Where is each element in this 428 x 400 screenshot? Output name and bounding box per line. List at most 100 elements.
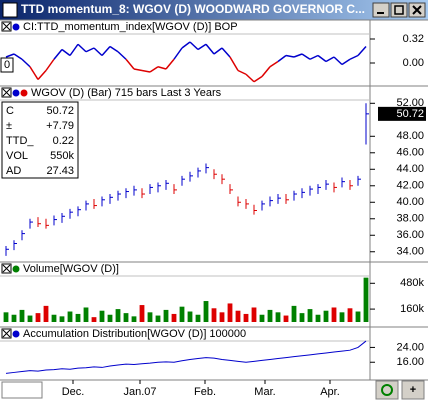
volume-bar (43, 305, 49, 322)
y-tick-label: 16.00 (396, 356, 424, 368)
volume-bar (107, 314, 113, 322)
time-label: Jan.07 (123, 386, 156, 398)
y-tick-label: 160k (400, 303, 424, 315)
info-value: +7.79 (46, 120, 74, 132)
panel-title: WGOV (D) (Bar) 715 bars Last 3 Years (31, 87, 222, 99)
time-label: Mar. (254, 386, 275, 398)
scale-label: 0 (4, 59, 10, 71)
momentum-segment (301, 53, 311, 60)
volume-bar (51, 314, 57, 322)
info-label: TTD_ (6, 135, 34, 147)
volume-bar (363, 277, 369, 322)
momentum-segment (237, 69, 247, 75)
momentum-segment (253, 75, 263, 83)
time-label: Feb. (194, 386, 216, 398)
volume-bar (83, 307, 89, 322)
volume-bar (299, 313, 305, 322)
volume-bar (147, 312, 153, 322)
volume-bar (19, 309, 25, 322)
volume-bar (211, 308, 217, 322)
ad-line (5, 340, 367, 374)
momentum-segment (141, 69, 151, 73)
momentum-segment (213, 47, 223, 55)
momentum-segment (221, 47, 231, 58)
legend-dot (20, 89, 28, 97)
y-tick-label: 38.00 (396, 213, 424, 225)
momentum-segment (133, 68, 143, 72)
info-value: 27.43 (46, 165, 74, 177)
volume-bar (275, 312, 281, 322)
momentum-segment (101, 46, 111, 56)
momentum-segment (333, 56, 343, 66)
momentum-segment (349, 54, 359, 60)
volume-bar (75, 313, 81, 322)
legend-dot (12, 265, 20, 273)
momentum-segment (309, 54, 319, 60)
momentum-segment (325, 56, 335, 63)
info-value: 0.22 (53, 135, 74, 147)
volume-bar (59, 316, 65, 322)
app-icon (2, 2, 18, 18)
momentum-segment (69, 43, 79, 56)
volume-bar (187, 311, 193, 322)
momentum-segment (165, 58, 175, 70)
scale-box (0, 57, 14, 73)
add-button[interactable] (401, 380, 425, 400)
volume-bar (67, 311, 73, 322)
last-price-label: 50.72 (396, 108, 424, 120)
volume-bar (91, 317, 97, 322)
panel-title: CI:TTD_momentum_index[WGOV (D)] BOP (23, 21, 238, 33)
volume-bar (11, 314, 17, 322)
momentum-segment (293, 53, 303, 58)
volume-bar (27, 315, 33, 322)
volume-bar (323, 310, 329, 322)
momentum-segment (357, 46, 367, 56)
refresh-button[interactable] (375, 380, 399, 400)
momentum-segment (29, 66, 39, 80)
maximize-button[interactable] (390, 2, 408, 18)
volume-bar (307, 309, 313, 322)
volume-bar (171, 313, 177, 322)
time-label: Dec. (62, 386, 85, 398)
time-axis (0, 380, 428, 400)
volume-bar (3, 312, 9, 322)
momentum-segment (269, 60, 279, 68)
legend-dot (12, 23, 20, 31)
momentum-segment (37, 70, 47, 80)
y-tick-label: 44.00 (396, 163, 424, 175)
momentum-segment (245, 73, 255, 83)
info-box: C 50.72 ± +7.79 TTD_ 0.22 VOL 550k AD 27.43 (1, 101, 79, 179)
panel-close-x (2, 22, 11, 31)
momentum-segment (229, 56, 239, 71)
volume-bar (235, 310, 241, 322)
panel-title: Volume[WGOV (D)] (23, 263, 119, 275)
y-tick-label: 52.00 (396, 97, 424, 109)
momentum-segment (117, 51, 127, 60)
panel-close-x (2, 264, 11, 273)
legend-dot (12, 89, 20, 97)
volume-bar (35, 313, 41, 322)
momentum-segment (317, 54, 327, 63)
y-tick-label: 42.00 (396, 180, 424, 192)
momentum-segment (285, 54, 295, 58)
y-tick-label: 0.00 (403, 57, 424, 69)
volume-bar (155, 315, 161, 322)
volume-bar (179, 306, 185, 322)
y-tick-label: 480k (400, 277, 424, 289)
info-label: ± (6, 120, 12, 132)
momentum-segment (45, 58, 55, 71)
y-tick-label: 34.00 (396, 246, 424, 258)
volume-bar (195, 314, 201, 322)
volume-bar (123, 313, 129, 322)
window-title: TTD momentum_8: WGOV (D) WOODWARD GOVERN… (21, 2, 365, 16)
volume-bar (347, 308, 353, 322)
volume-bar (267, 309, 273, 322)
input-box[interactable] (1, 381, 43, 399)
volume-bar (163, 309, 169, 322)
minimize-button[interactable] (372, 2, 390, 18)
momentum-segment (13, 53, 23, 60)
panel-title: Accumulation Distribution[WGOV (D)] 1000… (23, 328, 246, 340)
momentum-segment (149, 66, 159, 73)
volume-bar (203, 301, 209, 322)
